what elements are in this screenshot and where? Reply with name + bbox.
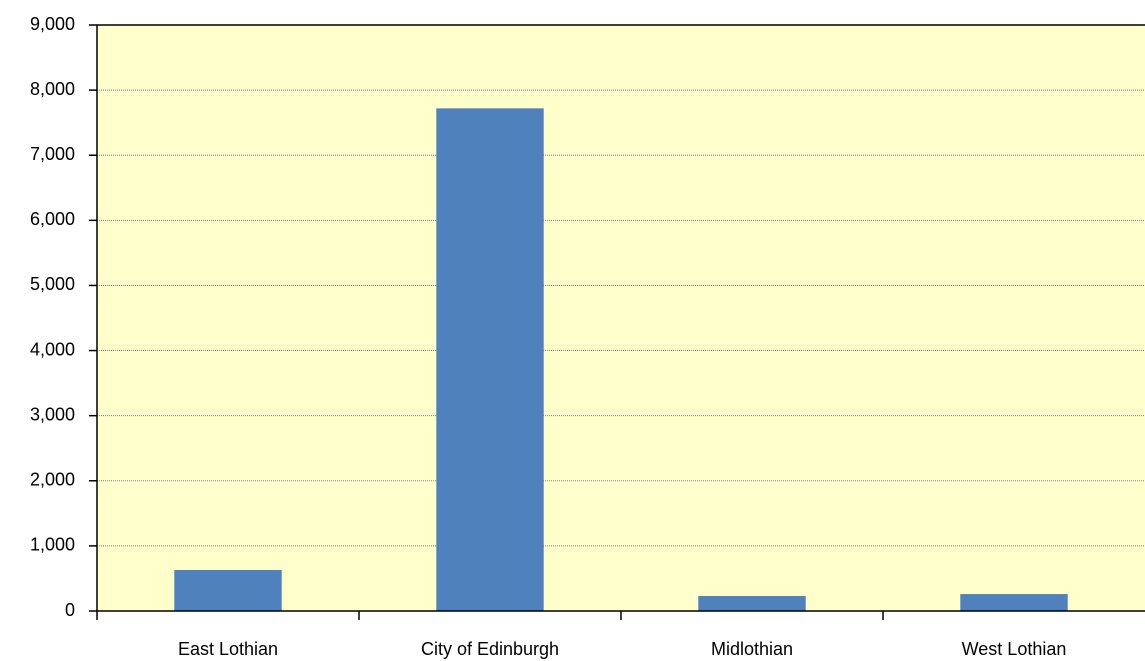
y-tick-label: 5,000	[30, 274, 75, 294]
y-tick-label: 9,000	[30, 14, 75, 34]
bar	[436, 108, 544, 611]
plot-area	[97, 25, 1145, 611]
x-tick-label: Midlothian	[711, 639, 793, 659]
y-tick-label: 6,000	[30, 209, 75, 229]
y-tick-label: 4,000	[30, 339, 75, 359]
bar	[174, 569, 282, 611]
bar	[698, 596, 806, 611]
x-tick-label: East Lothian	[178, 639, 278, 659]
x-tick-label: City of Edinburgh	[421, 639, 559, 659]
y-tick-label: 0	[65, 600, 75, 620]
x-tick-label: West Lothian	[962, 639, 1067, 659]
y-tick-label: 7,000	[30, 144, 75, 164]
bar	[960, 594, 1068, 611]
y-tick-label: 2,000	[30, 470, 75, 490]
y-tick-label: 1,000	[30, 535, 75, 555]
y-tick-label: 8,000	[30, 79, 75, 99]
y-tick-label: 3,000	[30, 404, 75, 424]
